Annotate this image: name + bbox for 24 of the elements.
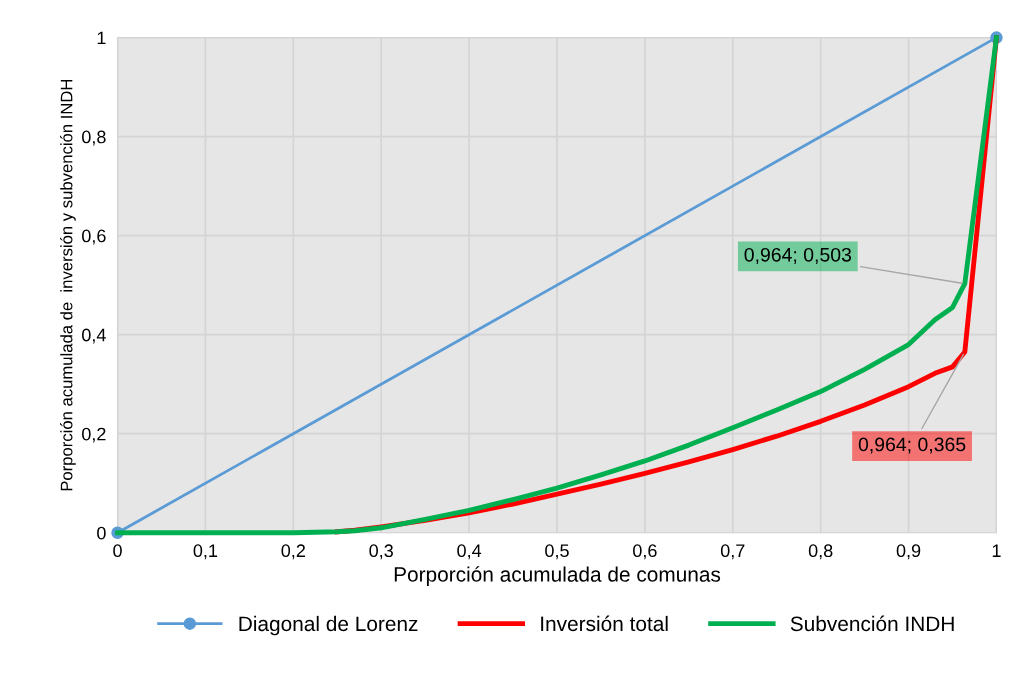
x-tick-label: 0,7 <box>720 544 745 560</box>
annotation: 0,964; 0,365 <box>858 437 966 454</box>
x-axis-title: Porporción acumulada de comunas <box>394 566 721 586</box>
x-tick-label: 0,3 <box>369 544 393 560</box>
legend-label: Subvención INDH <box>790 615 954 632</box>
annotation: 0,964; 0,503 <box>744 247 852 264</box>
y-axis-title: Porporción acumulada de inversión y subvención INDH <box>60 79 76 491</box>
x-tick-label: 0,8 <box>808 544 833 560</box>
x-tick-label: 0,2 <box>281 544 305 560</box>
x-tick-label: 0,6 <box>633 544 657 560</box>
y-tick-label: 0 <box>97 526 106 540</box>
y-tick-label: 1 <box>97 31 106 45</box>
y-tick-label: 0,8 <box>82 130 106 146</box>
x-tick-label: 0 <box>113 544 122 558</box>
y-tick-label: 0,6 <box>82 229 106 245</box>
x-tick-label: 1 <box>992 544 1001 557</box>
x-tick-label: 0,5 <box>545 544 569 560</box>
x-tick-label: 0,4 <box>457 544 482 560</box>
x-tick-label: 0,1 <box>193 544 218 560</box>
y-tick-label: 0,2 <box>82 427 106 443</box>
y-tick-label: 0,4 <box>82 328 106 344</box>
legend-label: Diagonal de Lorenz <box>239 615 418 636</box>
legend-label: Inversión total <box>541 615 668 632</box>
x-tick-label: 0,9 <box>896 544 921 560</box>
